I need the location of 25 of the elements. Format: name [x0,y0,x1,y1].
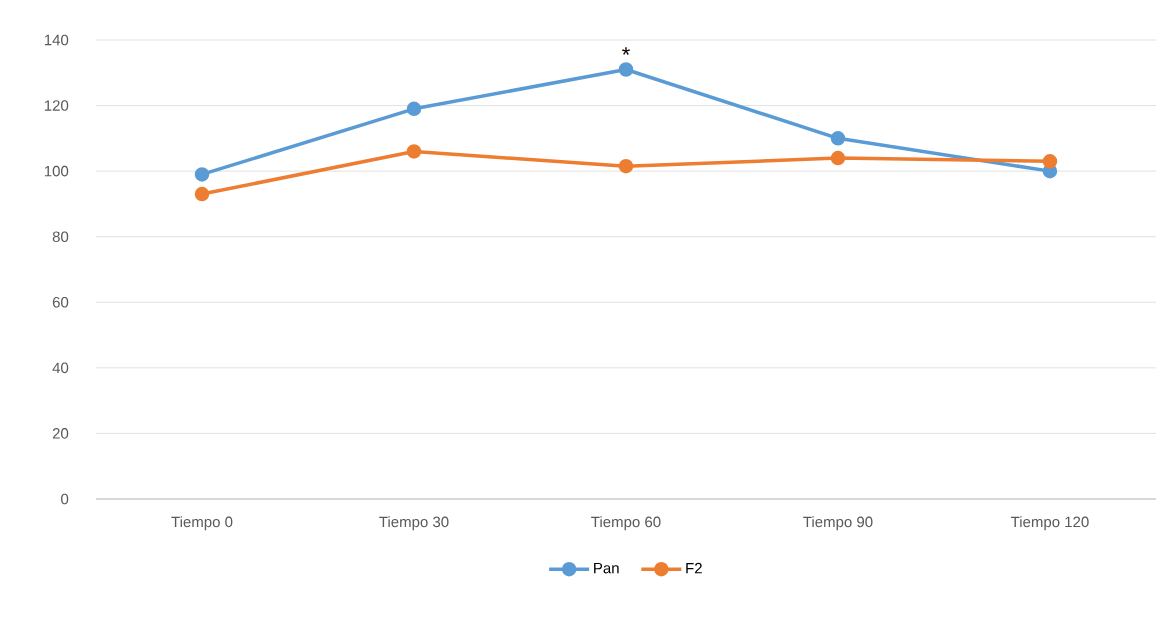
y-tick-label: 40 [52,362,69,374]
x-tick-label: Tiempo 120 [1010,516,1089,531]
point [194,167,210,182]
y-tick-label: 80 [52,231,69,243]
y-tick-label: 140 [44,34,69,46]
point [618,158,634,174]
point [1042,154,1058,169]
x-tick-label: Tiempo 0 [171,516,233,531]
x-tick-label: Tiempo 30 [379,516,449,531]
legend-label: Pan [594,562,619,574]
legend-label: F2 [686,562,702,574]
x-tick-label: Tiempo 60 [591,516,661,531]
point [406,101,422,117]
y-tick-label: 0 [61,493,69,505]
point [406,144,422,159]
point [618,62,634,77]
point [830,150,846,166]
y-tick-label: 100 [44,165,69,177]
y-tick-label: 120 [44,100,69,111]
point [830,131,846,146]
x-tick-label: Tiempo 90 [803,516,873,531]
y-tick-label: 60 [52,296,69,308]
annotation: * [622,47,630,55]
point [194,186,210,202]
y-tick-label: 20 [52,428,69,439]
